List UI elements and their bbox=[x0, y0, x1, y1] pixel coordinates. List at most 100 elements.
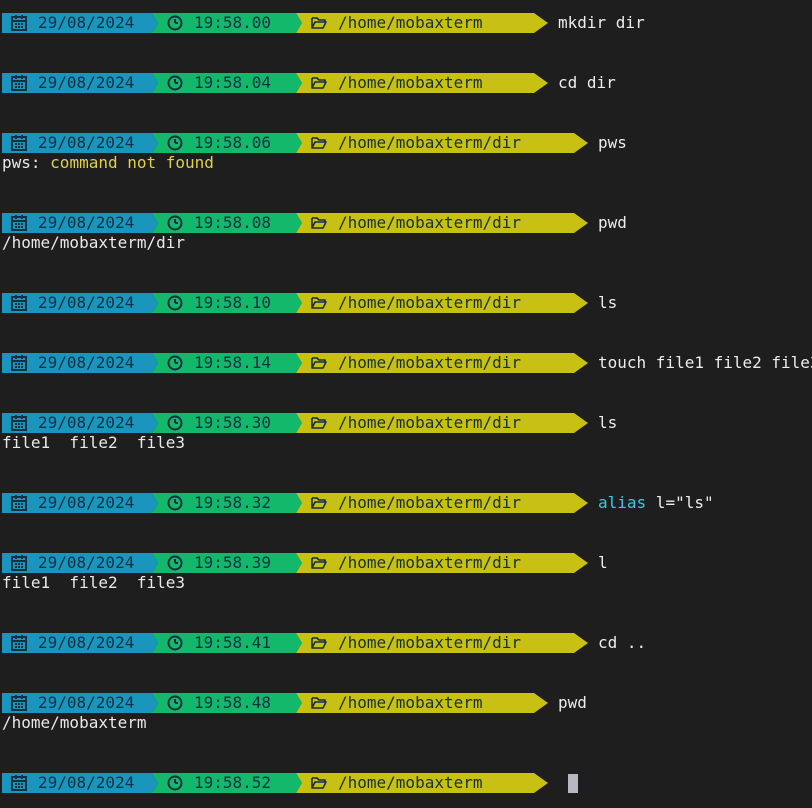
terminal-entry: 29/08/2024 19:58.39/home/mobaxterm/dir l fi… bbox=[2, 553, 608, 573]
prompt-time: 19:58.39 bbox=[194, 553, 271, 573]
prompt-time-segment: 19:58.08 bbox=[152, 213, 302, 233]
clock-icon bbox=[166, 634, 184, 652]
calendar-icon bbox=[10, 354, 28, 372]
folder-open-icon bbox=[310, 414, 328, 432]
prompt-line: 29/08/2024 19:58.48/home/mobaxterm pwd bbox=[2, 693, 587, 713]
folder-open-icon bbox=[310, 14, 328, 32]
clock-icon bbox=[166, 134, 184, 152]
command-output: pws: command not found bbox=[2, 153, 627, 173]
folder-open-icon bbox=[310, 694, 328, 712]
calendar-icon bbox=[10, 74, 28, 92]
command-output: file1 file2 file3 bbox=[2, 573, 608, 593]
calendar-icon bbox=[10, 494, 28, 512]
prompt-date: 29/08/2024 bbox=[38, 413, 134, 433]
terminal-entry: 29/08/2024 19:58.00/home/mobaxterm mkdir d… bbox=[2, 13, 645, 33]
prompt-time-segment: 19:58.48 bbox=[152, 693, 302, 713]
folder-open-icon bbox=[310, 294, 328, 312]
prompt-path-segment: /home/mobaxterm/dir bbox=[296, 553, 588, 573]
prompt-time-segment: 19:58.00 bbox=[152, 13, 302, 33]
terminal-entry: 29/08/2024 19:58.04/home/mobaxterm cd dir bbox=[2, 73, 616, 93]
prompt-date-segment: 29/08/2024 bbox=[2, 13, 158, 33]
command-text: touch file1 file2 file3 bbox=[598, 353, 812, 373]
text-cursor[interactable] bbox=[568, 774, 578, 793]
folder-open-icon bbox=[310, 74, 328, 92]
prompt-path: /home/mobaxterm/dir bbox=[338, 413, 521, 433]
prompt-time: 19:58.06 bbox=[194, 133, 271, 153]
prompt-time: 19:58.04 bbox=[194, 73, 271, 93]
clock-icon bbox=[166, 74, 184, 92]
prompt-path-segment: /home/mobaxterm/dir bbox=[296, 493, 588, 513]
folder-open-icon bbox=[310, 134, 328, 152]
command-args: l="ls" bbox=[646, 493, 713, 512]
prompt-line: 29/08/2024 19:58.04/home/mobaxterm cd dir bbox=[2, 73, 616, 93]
folder-open-icon bbox=[310, 354, 328, 372]
prompt-time-segment: 19:58.32 bbox=[152, 493, 302, 513]
prompt-line: 29/08/2024 19:58.32/home/mobaxterm/dir ali… bbox=[2, 493, 714, 513]
clock-icon bbox=[166, 294, 184, 312]
prompt-date: 29/08/2024 bbox=[38, 553, 134, 573]
prompt-date-segment: 29/08/2024 bbox=[2, 773, 158, 793]
folder-open-icon bbox=[310, 494, 328, 512]
command-text: alias l="ls" bbox=[598, 493, 714, 513]
prompt-date-segment: 29/08/2024 bbox=[2, 693, 158, 713]
calendar-icon bbox=[10, 14, 28, 32]
command-text: cd .. bbox=[598, 633, 646, 653]
prompt-path: /home/mobaxterm/dir bbox=[338, 633, 521, 653]
prompt-path-segment: /home/mobaxterm/dir bbox=[296, 413, 588, 433]
prompt-time: 19:58.00 bbox=[194, 13, 271, 33]
prompt-path: /home/mobaxterm bbox=[338, 73, 483, 93]
prompt-time-segment: 19:58.52 bbox=[152, 773, 302, 793]
prompt-line: 29/08/2024 19:58.08/home/mobaxterm/dir pwd bbox=[2, 213, 627, 233]
command-keyword: alias bbox=[598, 493, 646, 512]
prompt-time-segment: 19:58.30 bbox=[152, 413, 302, 433]
prompt-date: 29/08/2024 bbox=[38, 693, 134, 713]
prompt-path-segment: /home/mobaxterm bbox=[296, 13, 548, 33]
terminal-entry: 29/08/2024 19:58.41/home/mobaxterm/dir cd … bbox=[2, 633, 646, 653]
prompt-time-segment: 19:58.14 bbox=[152, 353, 302, 373]
prompt-line: 29/08/2024 19:58.14/home/mobaxterm/dir tou… bbox=[2, 353, 812, 373]
prompt-date-segment: 29/08/2024 bbox=[2, 213, 158, 233]
prompt-date: 29/08/2024 bbox=[38, 493, 134, 513]
calendar-icon bbox=[10, 554, 28, 572]
error-message: command not found bbox=[50, 153, 214, 172]
clock-icon bbox=[166, 774, 184, 792]
prompt-time: 19:58.30 bbox=[194, 413, 271, 433]
prompt-path: /home/mobaxterm/dir bbox=[338, 553, 521, 573]
prompt-date-segment: 29/08/2024 bbox=[2, 413, 158, 433]
prompt-path: /home/mobaxterm bbox=[338, 13, 483, 33]
prompt-path: /home/mobaxterm/dir bbox=[338, 133, 521, 153]
prompt-path: /home/mobaxterm/dir bbox=[338, 493, 521, 513]
prompt-path: /home/mobaxterm bbox=[338, 693, 483, 713]
prompt-date: 29/08/2024 bbox=[38, 633, 134, 653]
folder-open-icon bbox=[310, 634, 328, 652]
prompt-line: 29/08/2024 19:58.41/home/mobaxterm/dir cd … bbox=[2, 633, 646, 653]
clock-icon bbox=[166, 214, 184, 232]
calendar-icon bbox=[10, 414, 28, 432]
prompt-date-segment: 29/08/2024 bbox=[2, 553, 158, 573]
terminal-entry: 29/08/2024 19:58.48/home/mobaxterm pwd/hom… bbox=[2, 693, 587, 713]
clock-icon bbox=[166, 554, 184, 572]
command-output: /home/mobaxterm/dir bbox=[2, 233, 627, 253]
prompt-path-segment: /home/mobaxterm bbox=[296, 73, 548, 93]
command-text: pwd bbox=[558, 693, 587, 713]
prompt-date-segment: 29/08/2024 bbox=[2, 293, 158, 313]
command-text: pwd bbox=[598, 213, 627, 233]
folder-open-icon bbox=[310, 554, 328, 572]
prompt-time: 19:58.10 bbox=[194, 293, 271, 313]
command-text: ls bbox=[598, 413, 617, 433]
prompt-path-segment: /home/mobaxterm/dir bbox=[296, 353, 588, 373]
folder-open-icon bbox=[310, 214, 328, 232]
terminal-entry: 29/08/2024 19:58.08/home/mobaxterm/dir pwd… bbox=[2, 213, 627, 233]
prompt-time: 19:58.08 bbox=[194, 213, 271, 233]
prompt-time-segment: 19:58.39 bbox=[152, 553, 302, 573]
prompt-date: 29/08/2024 bbox=[38, 773, 134, 793]
prompt-date: 29/08/2024 bbox=[38, 73, 134, 93]
prompt-time: 19:58.14 bbox=[194, 353, 271, 373]
prompt-path-segment: /home/mobaxterm/dir bbox=[296, 213, 588, 233]
prompt-time-segment: 19:58.04 bbox=[152, 73, 302, 93]
calendar-icon bbox=[10, 774, 28, 792]
prompt-line: 29/08/2024 19:58.30/home/mobaxterm/dir ls bbox=[2, 413, 617, 433]
prompt-time: 19:58.52 bbox=[194, 773, 271, 793]
clock-icon bbox=[166, 494, 184, 512]
